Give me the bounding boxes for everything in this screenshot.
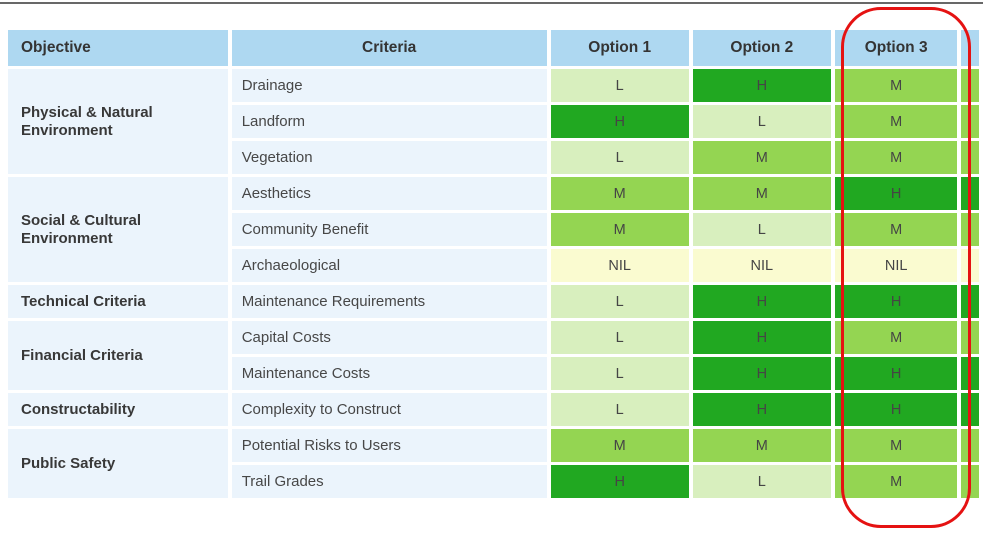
table-row: Social & Cultural Environment Aesthetics M… (8, 177, 979, 282)
objective-cell: Physical & Natural Environment (8, 69, 228, 174)
criteria-cell: Drainage (231, 69, 547, 102)
criteria-cell: Potential Risks to Users (231, 429, 547, 462)
top-divider-line (0, 2, 983, 4)
table-row: Physical & Natural Environment Drainage L H… (8, 69, 979, 174)
rating-cell-option-3: M (834, 213, 958, 246)
rating-cell-option-2: M (692, 141, 831, 174)
table-header-row: Objective Criteria Option 1 Option 2 Option … (8, 30, 979, 66)
table-row: Community Benefit M L M (8, 213, 979, 246)
criteria-cell: Landform (231, 105, 547, 138)
cutoff-column-cell (961, 177, 979, 210)
rating-cell-option-3: M (834, 429, 958, 462)
rating-cell-option-3: H (834, 357, 958, 390)
rating-cell-option-3: H (834, 285, 958, 318)
cutoff-column-cell (961, 249, 979, 282)
criteria-cell: Maintenance Requirements (231, 285, 547, 318)
criteria-cell: Archaeological (231, 249, 547, 282)
table-row: Landform H L M (8, 105, 979, 138)
rating-cell-option-1: L (550, 321, 689, 354)
table-body: Physical & Natural Environment Drainage L H… (8, 69, 979, 498)
objective-cell: Social & Cultural Environment (8, 177, 228, 282)
rating-cell-option-3: H (834, 393, 958, 426)
rating-cell-option-1: M (550, 177, 689, 210)
rating-cell-option-1: L (550, 69, 689, 102)
rating-cell-option-3: M (834, 141, 958, 174)
table-row: Vegetation L M M (8, 141, 979, 174)
objective-cell: Financial Criteria (8, 321, 228, 390)
rating-cell-option-2: L (692, 105, 831, 138)
criteria-cell: Trail Grades (231, 465, 547, 498)
rating-cell-option-2: NIL (692, 249, 831, 282)
rating-cell-option-1: H (550, 465, 689, 498)
column-header-objective: Objective (8, 30, 228, 66)
cutoff-column-header (961, 30, 979, 66)
evaluation-matrix-table: Objective Criteria Option 1 Option 2 Option … (4, 27, 983, 501)
cutoff-column-cell (961, 285, 979, 318)
rating-cell-option-3: M (834, 465, 958, 498)
rating-cell-option-2: H (692, 285, 831, 318)
cutoff-column-cell (961, 393, 979, 426)
rating-cell-option-1: NIL (550, 249, 689, 282)
rating-cell-option-3: NIL (834, 249, 958, 282)
column-header-option-1: Option 1 (550, 30, 689, 66)
rating-cell-option-2: L (692, 213, 831, 246)
rating-cell-option-3: M (834, 69, 958, 102)
cutoff-column-cell (961, 141, 979, 174)
rating-cell-option-1: L (550, 141, 689, 174)
table-row: Maintenance Costs L H H (8, 357, 979, 390)
objective-cell: Technical Criteria (8, 285, 228, 318)
table-row: Financial Criteria Capital Costs L H M (8, 321, 979, 390)
rating-cell-option-2: H (692, 69, 831, 102)
criteria-cell: Capital Costs (231, 321, 547, 354)
objective-cell: Constructability (8, 393, 228, 426)
rating-cell-option-2: L (692, 465, 831, 498)
criteria-cell: Complexity to Construct (231, 393, 547, 426)
rating-cell-option-1: L (550, 285, 689, 318)
rating-cell-option-1: M (550, 213, 689, 246)
criteria-cell: Aesthetics (231, 177, 547, 210)
table-row: Technical Criteria Maintenance Requiremen… (8, 285, 979, 318)
rating-cell-option-3: M (834, 105, 958, 138)
rating-cell-option-2: M (692, 177, 831, 210)
rating-cell-option-3: H (834, 177, 958, 210)
table-row: Trail Grades H L M (8, 465, 979, 498)
cutoff-column-cell (961, 321, 979, 354)
column-header-criteria: Criteria (231, 30, 547, 66)
rating-cell-option-2: H (692, 321, 831, 354)
column-header-option-3: Option 3 (834, 30, 958, 66)
cutoff-column-cell (961, 69, 979, 102)
cutoff-column-cell (961, 465, 979, 498)
cutoff-column-cell (961, 105, 979, 138)
criteria-cell: Vegetation (231, 141, 547, 174)
table-row: Constructability Complexity to Construct L… (8, 393, 979, 426)
rating-cell-option-2: H (692, 393, 831, 426)
rating-cell-option-1: L (550, 357, 689, 390)
column-header-option-2: Option 2 (692, 30, 831, 66)
criteria-cell: Community Benefit (231, 213, 547, 246)
rating-cell-option-1: L (550, 393, 689, 426)
rating-cell-option-2: M (692, 429, 831, 462)
objective-cell: Public Safety (8, 429, 228, 498)
cutoff-column-cell (961, 357, 979, 390)
cutoff-column-cell (961, 429, 979, 462)
criteria-cell: Maintenance Costs (231, 357, 547, 390)
rating-cell-option-3: M (834, 321, 958, 354)
rating-cell-option-2: H (692, 357, 831, 390)
header-row: Objective Criteria Option 1 Option 2 Option … (8, 30, 979, 66)
cutoff-column-cell (961, 213, 979, 246)
table-row: Public Safety Potential Risks to Users M M M (8, 429, 979, 498)
rating-cell-option-1: H (550, 105, 689, 138)
rating-cell-option-1: M (550, 429, 689, 462)
